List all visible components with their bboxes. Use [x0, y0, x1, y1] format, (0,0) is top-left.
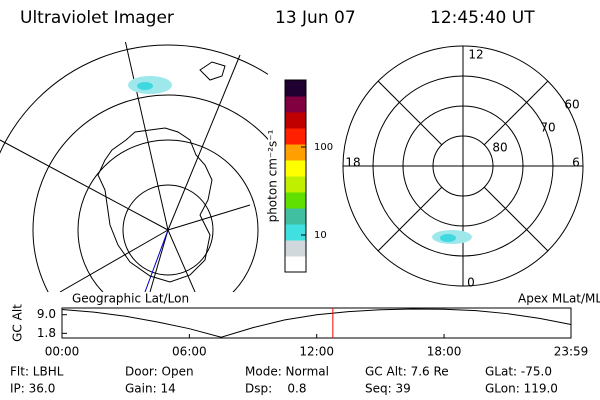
color-step — [285, 224, 306, 241]
x-tick-label: 18:00 — [427, 345, 462, 359]
y-tick-label: 1.8 — [37, 326, 56, 340]
color-step — [285, 80, 306, 97]
mlt-label: 12 — [468, 48, 483, 62]
lat-label: 60 — [564, 98, 579, 112]
tick-label: 100 — [314, 142, 333, 153]
x-tick-label: 23:59 — [554, 345, 589, 359]
date: 13 Jun 07 — [275, 8, 356, 28]
info-field: Gain: 14 — [125, 382, 176, 396]
mlt-label: 6 — [572, 156, 580, 170]
color-step — [285, 256, 306, 273]
info-field: GC Alt: 7.6 Re — [365, 365, 449, 379]
color-step — [285, 96, 306, 113]
tick-label: 10 — [314, 230, 327, 241]
lat-label: 80 — [492, 141, 507, 155]
colorbar-label: photon cm⁻²s⁻¹ — [266, 129, 280, 222]
info-field: Flt: LBHL — [10, 365, 64, 379]
color-step — [285, 192, 306, 209]
info-field: Dsp: 0.8 — [245, 382, 307, 396]
color-step — [285, 112, 306, 129]
title: Ultraviolet Imager — [20, 8, 174, 28]
x-tick-label: 12:00 — [299, 345, 334, 359]
map-label: Geographic Lat/Lon — [72, 292, 189, 306]
colorbar-frame — [284, 79, 307, 273]
geo-map — [0, 42, 268, 292]
color-step — [285, 240, 306, 257]
y-axis-label: GC Alt — [11, 304, 25, 342]
info-panel: Flt: LBHL Door: Open Mode: Normal GC Alt: 7… — [10, 365, 558, 396]
y-tick-label: 9.0 — [37, 307, 56, 321]
color-step — [285, 208, 306, 225]
time: 12:45:40 UT — [430, 8, 535, 28]
color-step — [285, 128, 306, 145]
info-field: Door: Open — [125, 365, 194, 379]
polar-map — [342, 45, 584, 287]
map-label: Apex MLat/MLT — [518, 292, 600, 306]
x-tick-label: 00:00 — [45, 345, 80, 359]
info-field: Mode: Normal — [245, 365, 329, 379]
info-field: GLat: -75.0 — [485, 365, 552, 379]
lat-label: 70 — [540, 121, 555, 135]
altitude-line — [61, 308, 572, 338]
info-field: IP: 36.0 — [10, 382, 55, 396]
color-step — [285, 176, 306, 193]
mlt-label: 0 — [467, 276, 475, 290]
color-step — [285, 144, 306, 161]
info-field: GLon: 119.0 — [485, 382, 558, 396]
info-field: Seq: 39 — [365, 382, 411, 396]
color-step — [285, 160, 306, 177]
x-tick-label: 06:00 — [172, 345, 207, 359]
mlt-label: 18 — [345, 156, 360, 170]
